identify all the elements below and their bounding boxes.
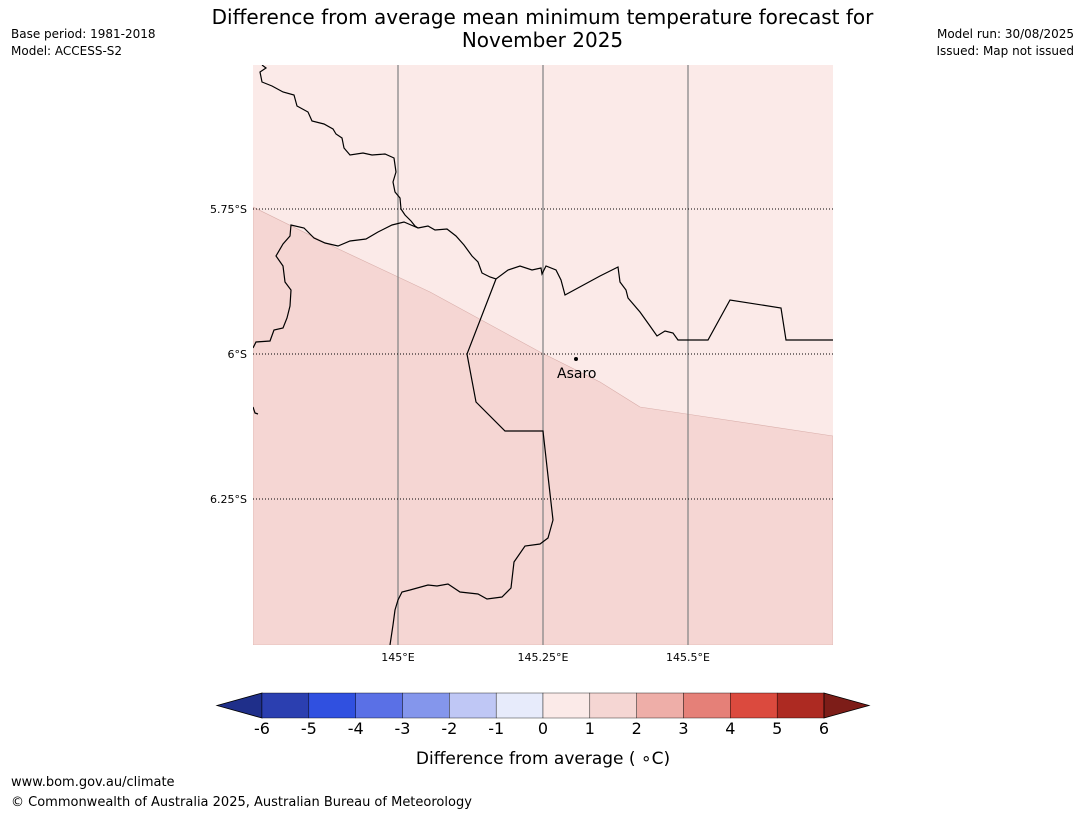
colorbar-segment (355, 692, 403, 719)
latitude-labels: 5.75°S 6°S 6.25°S (210, 203, 247, 506)
colorbar-extend-low (215, 692, 263, 719)
colorbar-segment (449, 692, 497, 719)
colorbar-tick-label: -5 (301, 719, 317, 738)
colorbar-tick-label: -4 (348, 719, 364, 738)
lon-label-145-25e: 145.25°E (518, 651, 569, 664)
lon-label-145e: 145°E (381, 651, 414, 664)
colorbar-tick-label: 4 (725, 719, 735, 738)
colorbar-segment (636, 692, 684, 719)
colorbar-segment (683, 692, 731, 719)
colorbar-segment (589, 692, 637, 719)
metadata-right: Model run: 30/08/2025 Issued: Map not is… (936, 26, 1074, 60)
colorbar-tick-label: 0 (538, 719, 548, 738)
town-label-asaro: Asaro (557, 366, 596, 382)
colorbar: -6 -5 -4 -3 -2 -1 0 1 2 3 4 5 6 (215, 692, 871, 738)
model-run-text: Model run: 30/08/2025 (936, 27, 1074, 41)
colorbar-segment (730, 692, 778, 719)
colorbar-tick-label: 3 (678, 719, 688, 738)
footer-copyright: © Commonwealth of Australia 2025, Austra… (11, 795, 472, 810)
lat-label-6-25s: 6.25°S (210, 493, 247, 506)
colorbar-tick-label: -2 (441, 719, 457, 738)
colorbar-label: Difference from average ( ∘C) (416, 749, 670, 769)
colorbar-tick-label: -1 (488, 719, 504, 738)
footer-url: www.bom.gov.au/climate (11, 775, 175, 790)
lat-label-5-75s: 5.75°S (210, 203, 247, 216)
colorbar-tick-label: -3 (395, 719, 411, 738)
town-marker-asaro (574, 357, 578, 361)
colorbar-tick-label: 2 (632, 719, 642, 738)
title-line-1: Difference from average mean minimum tem… (211, 5, 874, 29)
boundary-northwest (259, 65, 419, 229)
meridians (397, 65, 689, 645)
boundary-asaro-district (389, 278, 554, 645)
longitude-labels: 145°E 145.25°E 145.5°E (381, 651, 710, 664)
boundary-west-edge (253, 406, 259, 415)
parallels (253, 208, 833, 500)
boundary-central-east (417, 225, 833, 341)
colorbar-segment (542, 692, 591, 719)
colorbar-segment (402, 692, 450, 719)
issued-text: Issued: Map not issued (936, 44, 1074, 58)
lat-label-6s: 6°S (228, 348, 247, 361)
colorbar-segment (776, 692, 825, 719)
map-panel: Asaro (253, 65, 833, 645)
colorbar-segment (261, 692, 310, 719)
metadata-left: Base period: 1981-2018 Model: ACCESS-S2 (11, 26, 156, 60)
colorbar-tick-label: 1 (585, 719, 595, 738)
colorbar-segment (308, 692, 356, 719)
colorbar-tick-label: 5 (772, 719, 782, 738)
colorbar-extend-high (823, 692, 871, 719)
model-text: Model: ACCESS-S2 (11, 44, 123, 58)
base-period-text: Base period: 1981-2018 (11, 27, 156, 41)
lon-label-145-5e: 145.5°E (666, 651, 710, 664)
page-title: Difference from average mean minimum tem… (0, 6, 1085, 52)
boundary-central-west (253, 221, 419, 349)
colorbar-tick-label: -6 (254, 719, 270, 738)
colorbar-segment (495, 692, 544, 719)
province-boundaries (253, 65, 833, 645)
title-line-2: November 2025 (461, 28, 624, 52)
colorbar-tick-label: 6 (819, 719, 829, 738)
